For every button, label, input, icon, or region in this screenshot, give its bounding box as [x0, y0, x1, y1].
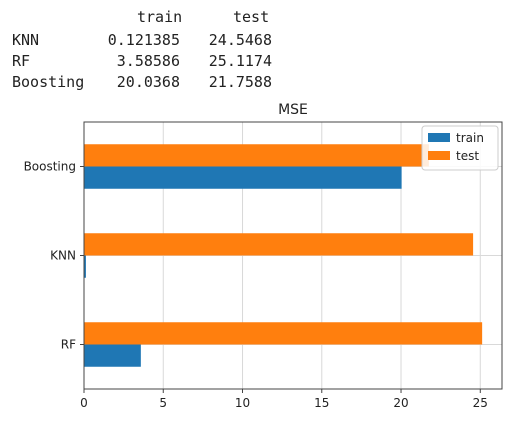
x-tick-label: 20 [393, 396, 408, 410]
cell-boosting-train: 20.0368 [116, 73, 180, 91]
bar-train-knn [84, 255, 86, 278]
axis-ticks: 0 5 10 15 20 25 RF KNN Boosting [24, 160, 488, 411]
y-tick-label-boosting: Boosting [24, 160, 76, 174]
legend-label-train: train [456, 131, 484, 145]
bars [84, 144, 483, 367]
legend-swatch-test [428, 151, 450, 160]
cell-boosting-test: 21.7588 [208, 73, 272, 91]
bar-test-rf [84, 322, 483, 345]
results-table: train test KNN 0.121385 24.5468 RF 3.585… [10, 8, 280, 92]
column-header-train: train [137, 8, 183, 26]
y-tick-label-rf: RF [61, 338, 76, 352]
legend: train test [421, 125, 499, 171]
legend-label-test: test [456, 149, 479, 163]
row-label-knn: KNN [12, 31, 40, 49]
chart-title: MSE [278, 102, 308, 118]
cell-knn-test: 24.5468 [208, 31, 272, 49]
row-label-rf: RF [12, 52, 31, 70]
x-tick-label: 10 [235, 396, 250, 410]
bar-test-boosting [84, 144, 429, 167]
y-tick-label-knn: KNN [50, 249, 76, 263]
bar-train-boosting [84, 166, 402, 189]
row-label-boosting: Boosting [12, 73, 85, 91]
bar-train-rf [84, 344, 141, 367]
x-tick-label: 0 [80, 396, 88, 410]
bar-test-knn [84, 233, 474, 256]
cell-rf-test: 25.1174 [208, 52, 272, 70]
cell-knn-train: 0.121385 [107, 31, 180, 49]
cell-rf-train: 3.58586 [116, 52, 180, 70]
x-tick-label: 15 [314, 396, 329, 410]
x-tick-label: 25 [473, 396, 488, 410]
x-tick-label: 5 [159, 396, 167, 410]
column-header-test: test [233, 8, 270, 26]
legend-swatch-train [428, 133, 450, 142]
